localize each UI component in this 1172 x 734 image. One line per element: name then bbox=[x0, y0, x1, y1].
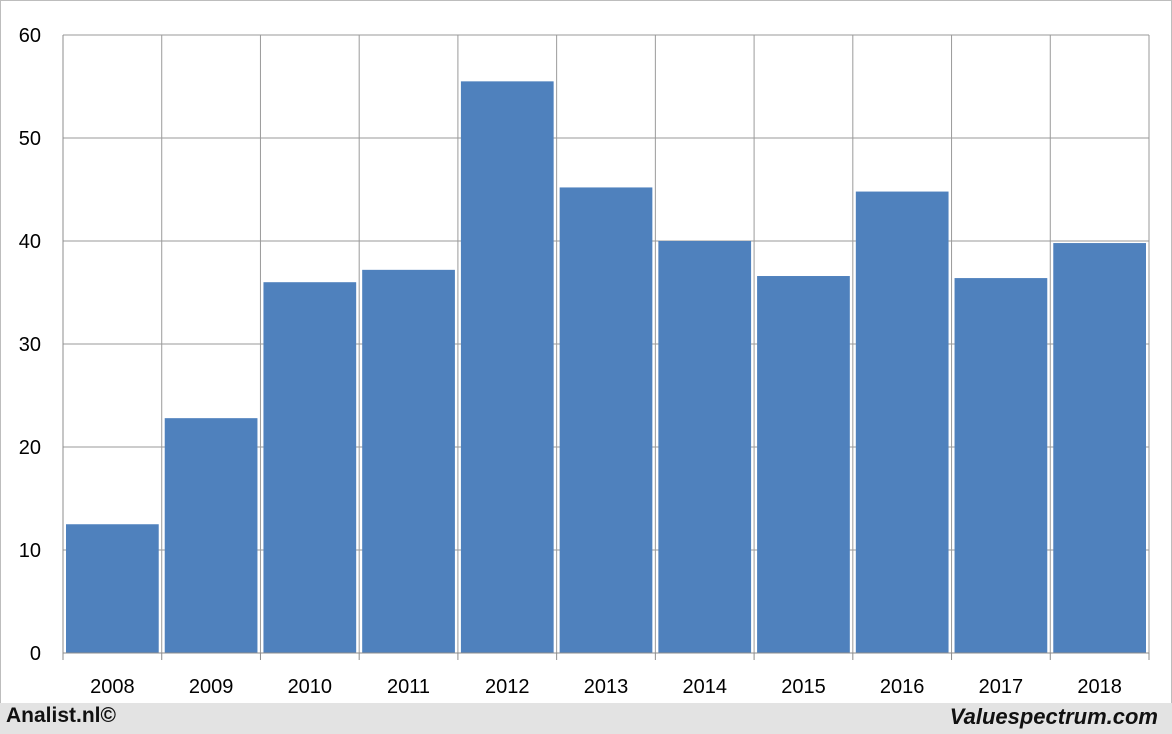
y-tick-label: 10 bbox=[19, 540, 41, 562]
y-tick-label: 60 bbox=[19, 25, 41, 47]
bar-2016 bbox=[855, 191, 949, 653]
x-tick-label: 2011 bbox=[387, 676, 430, 698]
footer-bar: Analist.nl© Valuespectrum.com bbox=[0, 703, 1172, 734]
bar-2012 bbox=[460, 81, 554, 654]
x-tick-label: 2016 bbox=[880, 676, 925, 698]
x-tick-label: 2017 bbox=[979, 676, 1024, 698]
axes bbox=[62, 35, 1150, 660]
y-tick-label: 30 bbox=[19, 334, 41, 356]
bar-2011 bbox=[362, 269, 455, 653]
y-tick-label: 40 bbox=[19, 231, 41, 253]
y-tick-label: 50 bbox=[19, 128, 41, 150]
x-tick-label: 2010 bbox=[288, 676, 333, 698]
bar-2014 bbox=[658, 241, 752, 653]
x-tick-labels: 2008 2009 2010 2011 2012 2013 2014 2015 2016 2017… bbox=[90, 676, 1122, 698]
bar-2013 bbox=[559, 187, 653, 653]
y-tick-label: 0 bbox=[30, 643, 41, 665]
bar-2018 bbox=[1053, 243, 1146, 653]
site-credit: Valuespectrum.com bbox=[949, 704, 1158, 729]
bar-2009 bbox=[164, 418, 258, 653]
bar-2015 bbox=[757, 276, 850, 653]
grid bbox=[62, 34, 1150, 653]
x-tick-label: 2009 bbox=[189, 676, 234, 698]
bars bbox=[66, 81, 1146, 654]
source-credit: Analist.nl© bbox=[6, 704, 116, 727]
bar-2008 bbox=[66, 524, 159, 653]
y-tick-label: 20 bbox=[19, 437, 41, 459]
x-tick-label: 2014 bbox=[682, 676, 727, 698]
y-tick-labels: 0 10 20 30 40 50 60 bbox=[19, 25, 41, 665]
x-tick-label: 2008 bbox=[90, 676, 135, 698]
x-tick-label: 2015 bbox=[781, 676, 826, 698]
x-tick-label: 2018 bbox=[1077, 676, 1122, 698]
bar-2010 bbox=[263, 282, 357, 653]
bar-2017 bbox=[954, 278, 1048, 653]
x-tick-label: 2012 bbox=[485, 676, 530, 698]
x-tick-label: 2013 bbox=[584, 676, 629, 698]
